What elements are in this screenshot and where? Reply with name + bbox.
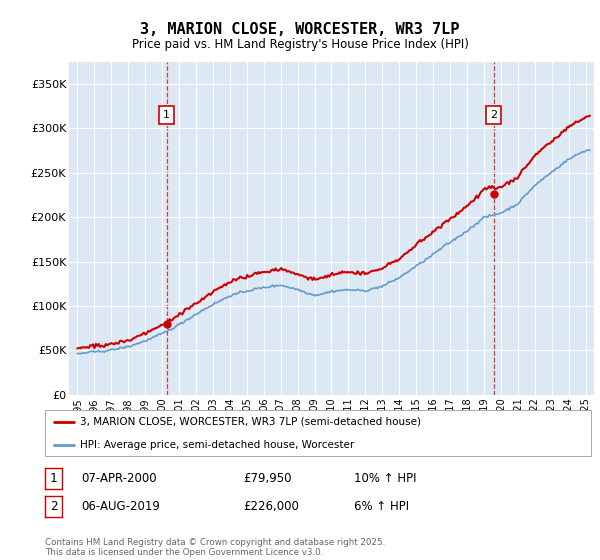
- Text: £79,950: £79,950: [243, 472, 292, 486]
- Text: Price paid vs. HM Land Registry's House Price Index (HPI): Price paid vs. HM Land Registry's House …: [131, 38, 469, 50]
- Text: 2: 2: [490, 110, 497, 120]
- Text: 1: 1: [50, 472, 57, 486]
- Text: 6% ↑ HPI: 6% ↑ HPI: [354, 500, 409, 514]
- Text: 10% ↑ HPI: 10% ↑ HPI: [354, 472, 416, 486]
- Text: 06-AUG-2019: 06-AUG-2019: [81, 500, 160, 514]
- Text: 2: 2: [50, 500, 57, 514]
- Text: HPI: Average price, semi-detached house, Worcester: HPI: Average price, semi-detached house,…: [80, 440, 355, 450]
- Text: Contains HM Land Registry data © Crown copyright and database right 2025.
This d: Contains HM Land Registry data © Crown c…: [45, 538, 385, 557]
- Text: 3, MARION CLOSE, WORCESTER, WR3 7LP (semi-detached house): 3, MARION CLOSE, WORCESTER, WR3 7LP (sem…: [80, 417, 421, 427]
- Text: 3, MARION CLOSE, WORCESTER, WR3 7LP: 3, MARION CLOSE, WORCESTER, WR3 7LP: [140, 22, 460, 38]
- Text: 1: 1: [163, 110, 170, 120]
- Text: £226,000: £226,000: [243, 500, 299, 514]
- Text: 07-APR-2000: 07-APR-2000: [81, 472, 157, 486]
